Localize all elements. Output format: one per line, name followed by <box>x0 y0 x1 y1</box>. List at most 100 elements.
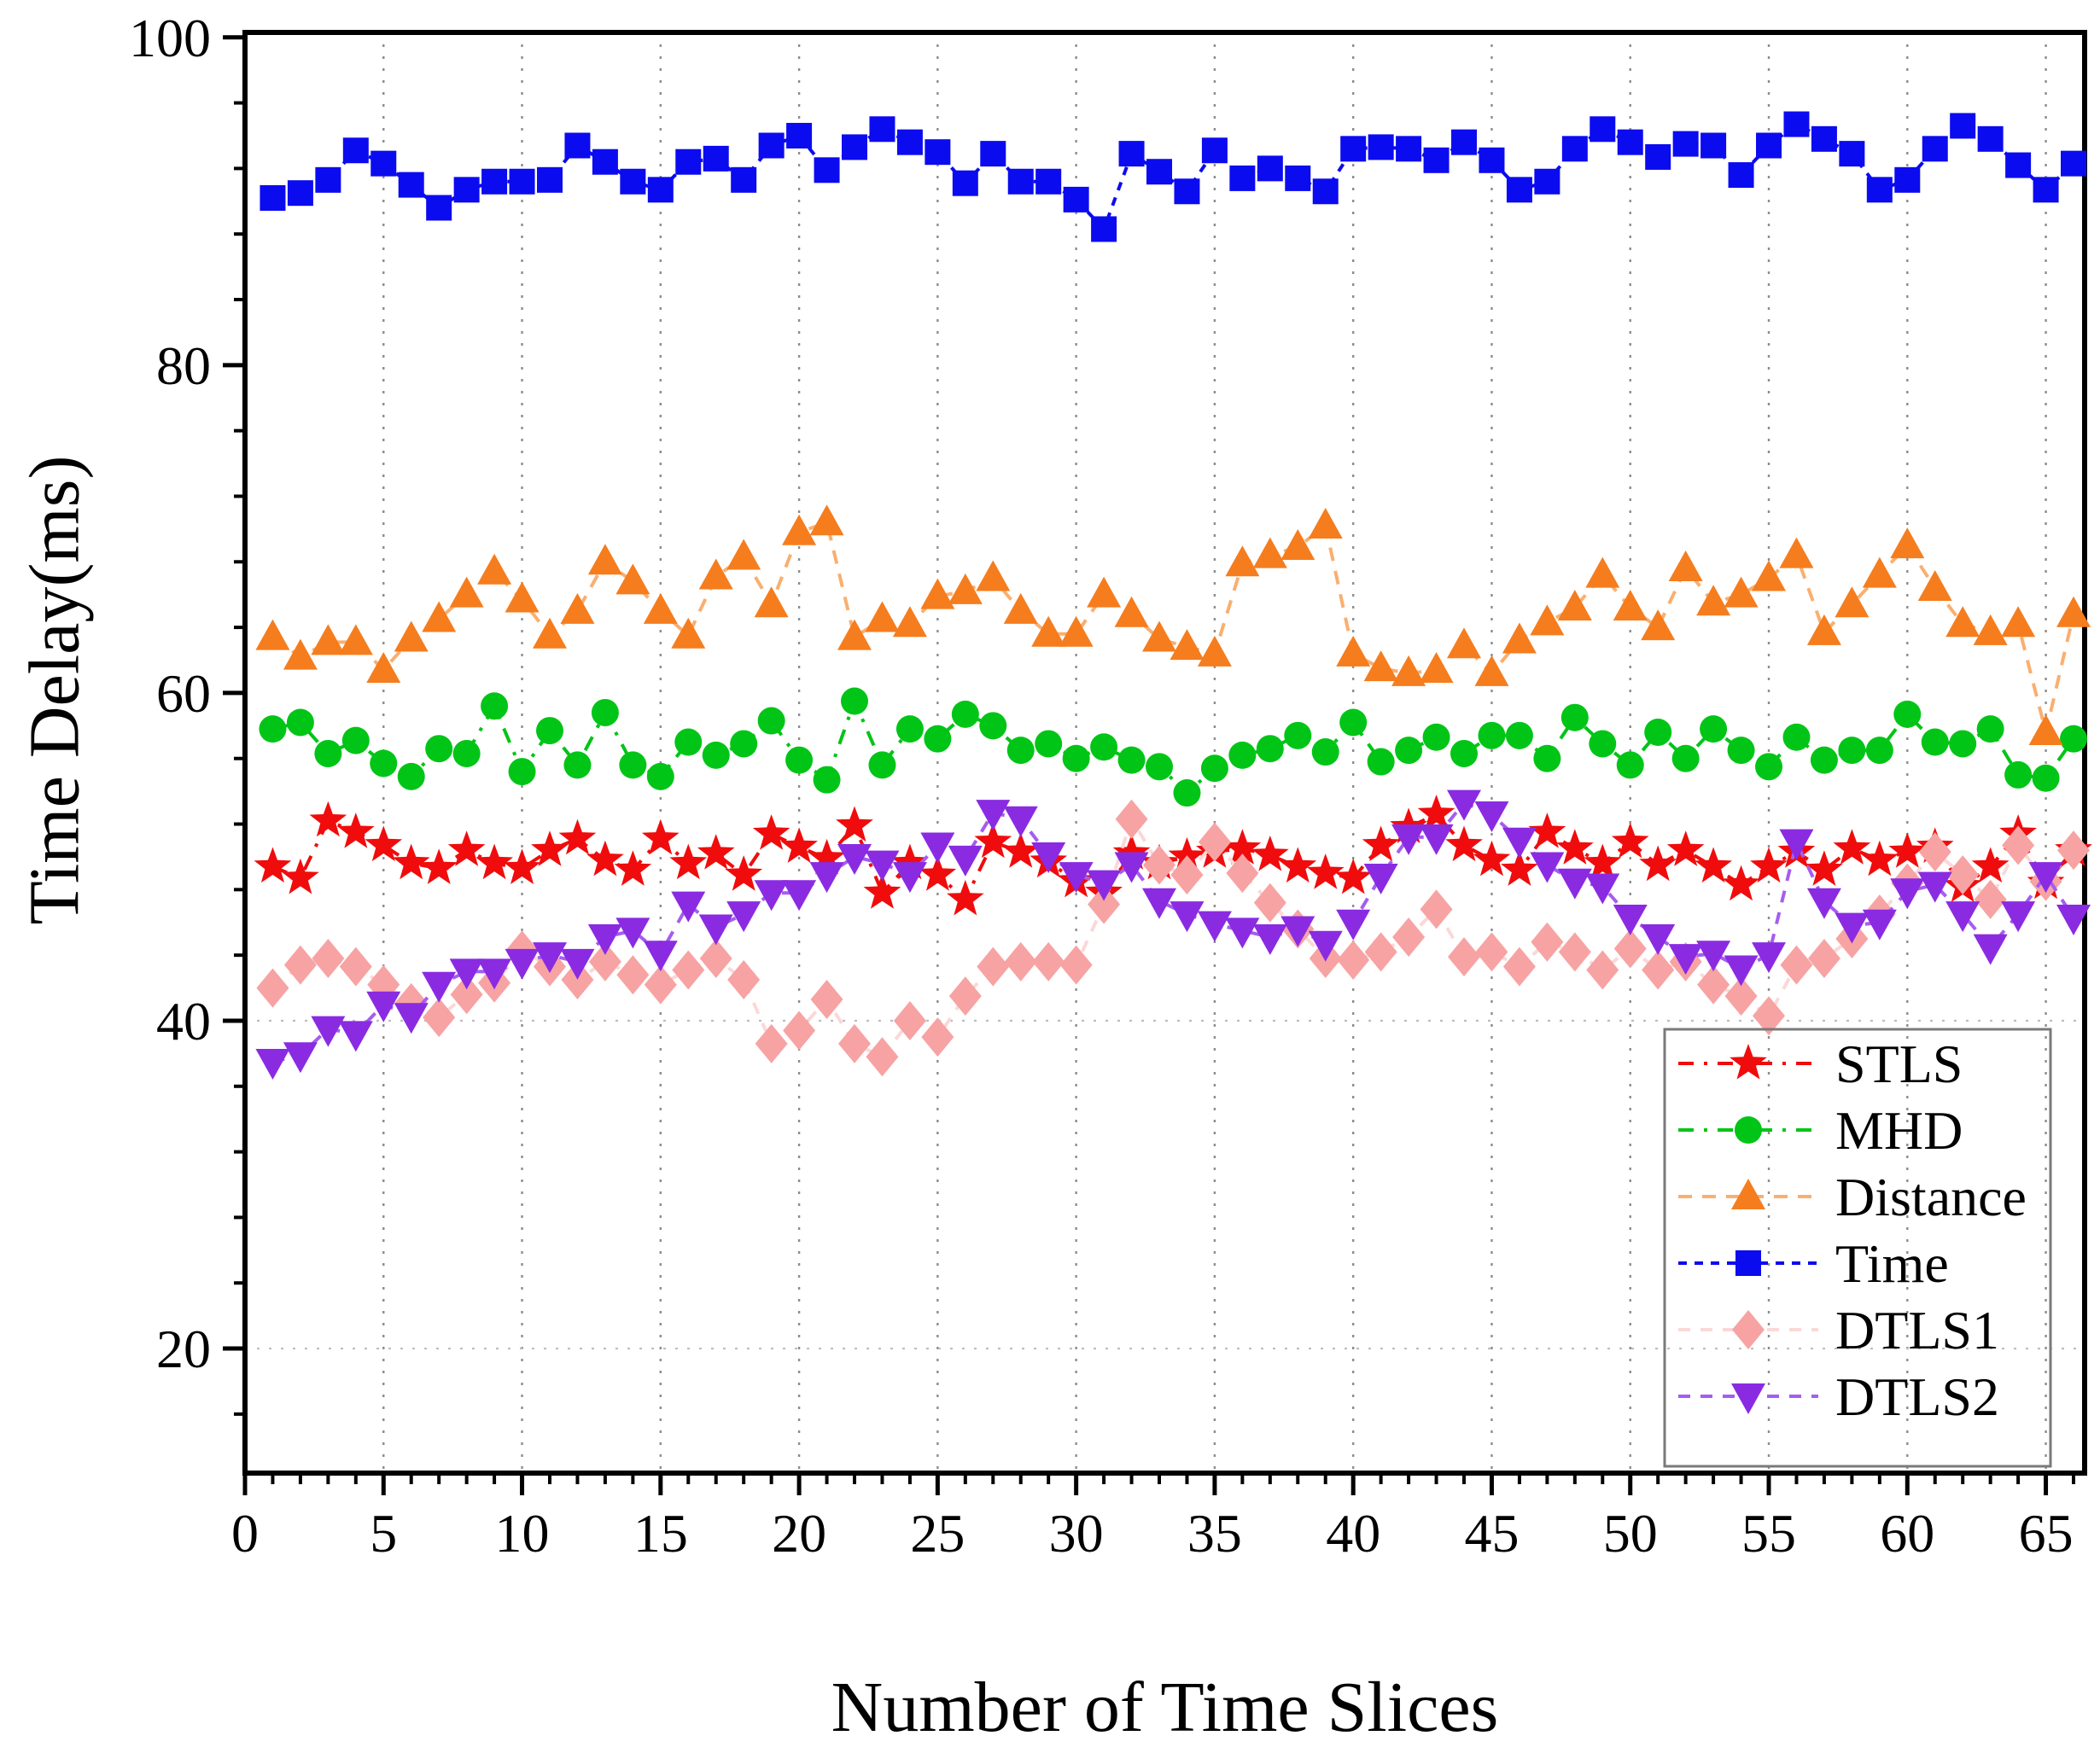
marker-diamond <box>1364 932 1397 972</box>
marker-star <box>586 840 624 877</box>
marker-triangle-down <box>1363 863 1398 894</box>
marker-triangle-up <box>837 619 872 650</box>
marker-triangle-up <box>1862 556 1897 588</box>
marker-triangle-up <box>1031 615 1066 647</box>
marker-circle <box>1616 751 1644 779</box>
marker-diamond <box>256 968 289 1008</box>
marker-star <box>1417 795 1455 830</box>
marker-circle <box>397 762 425 790</box>
marker-circle <box>481 692 509 720</box>
marker-triangle-down <box>1973 934 2008 965</box>
marker-triangle-up <box>892 606 927 638</box>
marker-triangle-down <box>1696 941 1731 972</box>
marker-circle <box>1035 730 1063 758</box>
marker-circle <box>508 758 536 786</box>
marker-triangle-up <box>1003 592 1038 624</box>
marker-circle <box>1735 1116 1762 1144</box>
marker-square <box>1035 168 1062 195</box>
marker-star <box>254 847 292 883</box>
marker-circle <box>1505 721 1533 749</box>
marker-diamond <box>616 955 650 995</box>
marker-square <box>1368 134 1394 160</box>
x-tick-label: 15 <box>633 1503 688 1564</box>
marker-star <box>1251 836 1289 871</box>
marker-square <box>980 141 1006 167</box>
y-tick-label: 20 <box>156 1319 211 1379</box>
marker-star <box>1611 822 1649 859</box>
marker-square <box>786 122 813 149</box>
marker-triangle-down <box>782 880 817 912</box>
legend-label-DTLS2: DTLS2 <box>1835 1366 1999 1427</box>
marker-triangle-down <box>1806 888 1841 919</box>
series-line-DTLS2 <box>272 801 2075 1063</box>
marker-circle <box>868 751 896 779</box>
marker-triangle-down <box>560 948 595 980</box>
marker-triangle-down <box>587 924 622 956</box>
marker-triangle-down <box>1059 862 1094 894</box>
marker-triangle-up <box>1252 537 1287 568</box>
legend-label-STLS: STLS <box>1835 1034 1963 1094</box>
marker-square <box>370 150 397 177</box>
marker-circle <box>1090 733 1118 761</box>
marker-square <box>1561 136 1588 162</box>
marker-square <box>1063 186 1089 213</box>
marker-diamond <box>893 1000 926 1040</box>
marker-circle <box>1782 723 1811 751</box>
marker-triangle-up <box>338 624 373 655</box>
marker-square <box>260 184 286 211</box>
marker-square <box>315 166 341 193</box>
marker-triangle-up <box>1363 650 1398 682</box>
marker-diamond <box>1531 922 1564 962</box>
marker-circle <box>1865 737 1893 765</box>
marker-circle <box>2032 764 2060 792</box>
marker-diamond <box>1475 932 1508 972</box>
marker-triangle-down <box>1890 878 1925 910</box>
marker-star <box>974 822 1012 859</box>
marker-star <box>475 843 513 880</box>
marker-triangle-down <box>1336 909 1371 941</box>
marker-star <box>1730 1044 1767 1080</box>
marker-star <box>1528 813 1566 848</box>
marker-triangle-up <box>1170 629 1205 661</box>
marker-circle <box>1339 708 1368 737</box>
marker-square <box>342 137 369 164</box>
marker-triangle-down <box>1613 904 1648 935</box>
legend-label-Distance: Distance <box>1835 1167 2027 1227</box>
marker-diamond <box>1059 945 1093 985</box>
marker-diamond <box>1226 853 1259 894</box>
plot-frame <box>242 30 2087 1476</box>
marker-circle <box>536 717 564 745</box>
marker-circle <box>1367 748 1395 776</box>
x-tick-label: 65 <box>2019 1503 2074 1564</box>
marker-triangle-down <box>948 845 983 877</box>
marker-diamond <box>1946 855 1980 895</box>
marker-triangle-down <box>366 991 401 1022</box>
marker-circle <box>2060 725 2088 753</box>
y-tick-label: 100 <box>129 8 211 68</box>
marker-star <box>808 838 846 875</box>
marker-square <box>814 157 840 183</box>
x-tick-label: 30 <box>1049 1503 1104 1564</box>
marker-circle <box>425 735 453 763</box>
marker-star <box>863 873 901 909</box>
marker-square <box>1229 165 1256 191</box>
marker-triangle-up <box>1308 508 1343 539</box>
marker-star <box>669 843 708 880</box>
marker-diamond <box>450 975 483 1015</box>
y-tick-label: 60 <box>156 663 211 724</box>
marker-square <box>1091 216 1117 242</box>
marker-square <box>287 180 313 207</box>
marker-square <box>1894 166 1921 193</box>
marker-triangle-up <box>1835 586 1870 618</box>
marker-triangle-up <box>311 624 346 655</box>
marker-diamond <box>810 980 843 1020</box>
marker-star <box>1334 858 1373 894</box>
marker-square <box>1977 125 2004 152</box>
marker-triangle-down <box>477 958 512 990</box>
marker-square <box>1922 136 1948 162</box>
marker-circle <box>341 726 370 754</box>
marker-triangle-up <box>2028 714 2063 745</box>
marker-star <box>1306 853 1345 889</box>
marker-circle <box>1700 715 1728 743</box>
marker-circle <box>1395 737 1423 765</box>
